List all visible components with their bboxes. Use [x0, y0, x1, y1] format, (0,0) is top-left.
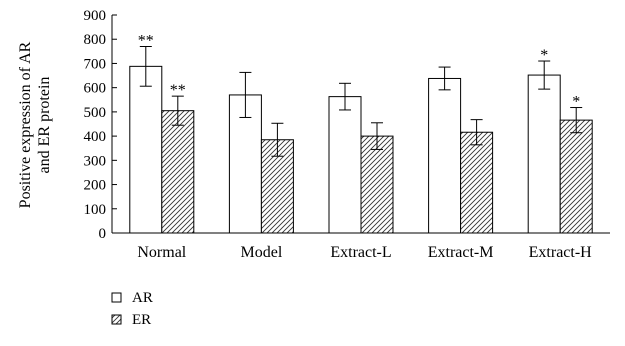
bar-ar	[129, 65, 163, 234]
y-tick-label: 300	[84, 153, 107, 169]
legend-swatch-ar	[111, 292, 122, 303]
x-category-label: Extract-H	[529, 244, 593, 261]
y-tick-label: 0	[99, 226, 107, 242]
y-axis-title-line-2: and ER protein	[36, 77, 53, 174]
y-tick-label: 400	[84, 129, 107, 145]
x-category-label: Extract-M	[428, 244, 494, 261]
legend-label-er: ER	[132, 312, 151, 328]
bar-ar	[428, 77, 462, 234]
y-axis-title-line-1: Positive expression of AR	[17, 41, 34, 208]
bars-group: ******	[129, 32, 593, 234]
legend: AR ER	[111, 290, 153, 328]
bar-er	[161, 110, 195, 234]
x-category-label: Extract-L	[330, 244, 391, 261]
x-category-label: Normal	[137, 244, 186, 261]
bar-ar	[328, 96, 362, 234]
significance-marker: *	[572, 94, 580, 111]
y-tick-label: 100	[84, 202, 107, 218]
y-tick-label: 600	[84, 81, 107, 97]
bar-er	[360, 135, 394, 234]
y-tick-label: 800	[84, 32, 107, 48]
y-tick-label: 900	[84, 8, 107, 24]
significance-marker: **	[138, 32, 154, 49]
legend-swatch-er	[111, 314, 122, 325]
significance-marker: *	[540, 47, 548, 64]
y-tick-label: 500	[84, 105, 107, 121]
x-axis: Normal Model Extract-L Extract-M Extract-H	[112, 232, 610, 261]
y-tick-label: 200	[84, 178, 107, 194]
y-axis: 0 100 200 300 400 500 600 700 800 900	[84, 8, 117, 242]
bar-er	[559, 119, 593, 234]
significance-marker: **	[170, 82, 186, 99]
y-tick-label: 700	[84, 56, 107, 72]
legend-label-ar: AR	[132, 290, 153, 306]
y-axis-title: Positive expression of AR and ER protein	[17, 41, 53, 208]
x-category-label: Model	[241, 244, 283, 261]
bar-ar	[527, 74, 561, 234]
bar-er	[460, 131, 494, 234]
